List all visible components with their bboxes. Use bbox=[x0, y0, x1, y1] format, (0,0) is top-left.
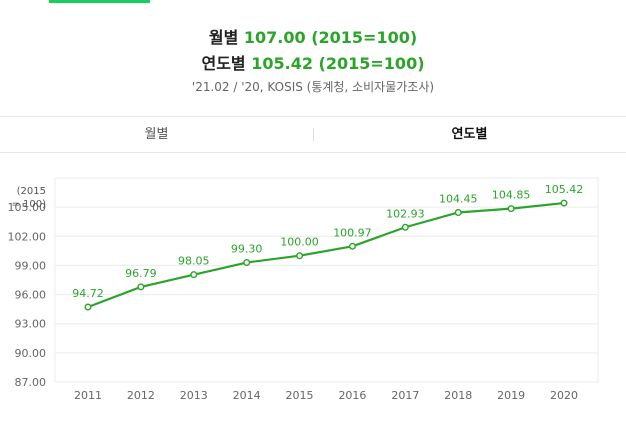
data-point bbox=[348, 242, 356, 250]
tab-monthly[interactable]: 월별 bbox=[144, 127, 169, 142]
data-label: 96.79 bbox=[125, 267, 157, 280]
data-label: 98.05 bbox=[178, 255, 210, 268]
data-point bbox=[84, 303, 92, 311]
data-point bbox=[243, 259, 251, 267]
data-point bbox=[137, 283, 145, 291]
yearly-summary: 연도별 105.42 (2015=100) bbox=[0, 50, 626, 74]
data-label: 94.72 bbox=[72, 287, 104, 300]
data-point bbox=[401, 223, 409, 231]
data-label: 102.93 bbox=[386, 207, 425, 220]
data-point bbox=[560, 199, 568, 207]
yearly-label: 연도별 bbox=[201, 54, 246, 73]
data-point bbox=[454, 208, 462, 216]
monthly-label: 월별 bbox=[208, 28, 239, 47]
period-tabs: 월별 연도별 bbox=[0, 116, 626, 153]
tab-divider bbox=[313, 128, 314, 141]
y-tick-label: 105.00 bbox=[8, 201, 47, 214]
data-point bbox=[190, 271, 198, 279]
y-tick-label: 96.00 bbox=[15, 289, 47, 302]
data-point bbox=[296, 252, 304, 260]
x-tick-label: 2018 bbox=[444, 389, 472, 402]
x-tick-label: 2016 bbox=[338, 389, 366, 402]
x-tick-label: 2020 bbox=[550, 389, 578, 402]
source-text: '21.02 / '20, KOSIS (통계청, 소비자물가조사) bbox=[191, 80, 435, 94]
monthly-summary: 월별 107.00 (2015=100) bbox=[0, 24, 626, 48]
data-point bbox=[507, 205, 515, 213]
data-label: 100.00 bbox=[280, 236, 319, 249]
summary-panel: 월별 107.00 (2015=100) 연도별 105.42 (2015=10… bbox=[0, 0, 626, 116]
y-axis-label: = 100) bbox=[11, 199, 46, 210]
x-tick-label: 2011 bbox=[74, 389, 102, 402]
series-line bbox=[87, 201, 565, 309]
data-label: 104.45 bbox=[439, 192, 478, 205]
monthly-value: 107.00 (2015=100) bbox=[243, 28, 418, 47]
line-chart: 87.00 90.00 93.00 96.00 99.00 102.00 105.00 (20… bbox=[8, 177, 599, 402]
tab-yearly[interactable]: 연도별 bbox=[451, 127, 488, 142]
data-label: 99.30 bbox=[231, 243, 263, 256]
y-axis-label: (2015 bbox=[17, 186, 46, 197]
data-label: 100.97 bbox=[333, 226, 372, 239]
x-tick-label: 2015 bbox=[286, 389, 314, 402]
x-tick-label: 2013 bbox=[180, 389, 208, 402]
x-tick-label: 2019 bbox=[497, 389, 525, 402]
chart-area: 87.00 90.00 93.00 96.00 99.00 102.00 105.00 (20… bbox=[0, 153, 626, 433]
yearly-value: 105.42 (2015=100) bbox=[251, 54, 425, 73]
y-tick-label: 93.00 bbox=[15, 318, 47, 331]
y-tick-label: 87.00 bbox=[15, 376, 47, 389]
data-label: 104.85 bbox=[492, 189, 531, 202]
data-label: 105.42 bbox=[545, 183, 584, 196]
y-tick-label: 90.00 bbox=[15, 347, 47, 360]
x-tick-label: 2012 bbox=[127, 389, 155, 402]
x-tick-label: 2017 bbox=[391, 389, 419, 402]
top-accent-bar bbox=[49, 0, 150, 3]
y-tick-label: 102.00 bbox=[8, 230, 47, 243]
x-tick-label: 2014 bbox=[233, 389, 261, 402]
y-tick-label: 99.00 bbox=[15, 259, 47, 272]
